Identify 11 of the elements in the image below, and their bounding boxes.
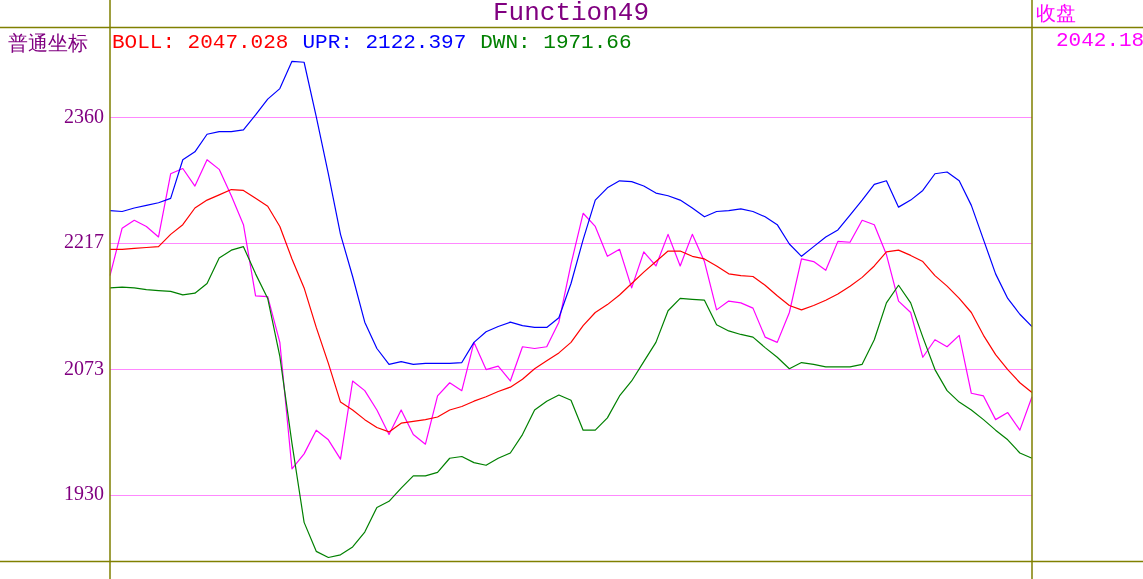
chart-title: Function49 xyxy=(492,0,650,28)
y-tick-label: 1930 xyxy=(64,482,104,505)
y-tick-label: 2360 xyxy=(64,104,104,127)
text: 收盘 xyxy=(1036,0,1077,27)
y-tick-label: 2073 xyxy=(64,356,104,379)
y-tick-label: 2217 xyxy=(64,230,104,253)
text: 2042.18 xyxy=(1055,29,1143,52)
text: DWN: 1971.66 xyxy=(480,31,632,54)
text: 普通坐标 xyxy=(8,30,88,57)
text: BOLL: 2047.028 xyxy=(112,31,289,54)
series-label: UPR: 2122.397 xyxy=(302,31,467,54)
